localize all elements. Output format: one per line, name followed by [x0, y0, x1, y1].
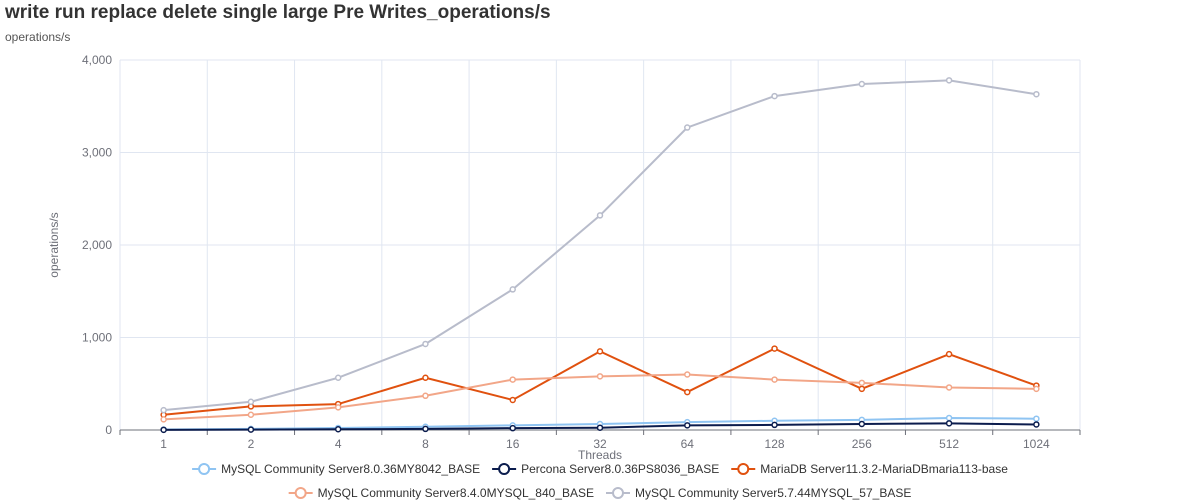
data-point[interactable] — [596, 212, 604, 219]
x-tick-label: 256 — [852, 437, 872, 451]
data-point[interactable] — [509, 376, 516, 383]
data-point[interactable] — [422, 340, 429, 348]
x-tick-label: 8 — [422, 437, 429, 451]
legend-item[interactable]: MySQL Community Server5.7.44MYSQL_57_BAS… — [606, 486, 911, 500]
legend-row: MySQL Community Server8.4.0MYSQL_840_BAS… — [288, 486, 911, 500]
legend-marker-icon — [198, 463, 211, 475]
legend-item[interactable]: Percona Server8.0.36PS8036_BASE — [492, 462, 719, 476]
legend-item[interactable]: MySQL Community Server8.0.36MY8042_BASE — [192, 462, 480, 476]
x-tick-label: 128 — [765, 437, 785, 451]
data-point[interactable] — [858, 379, 866, 387]
data-point[interactable] — [684, 388, 691, 396]
data-point[interactable] — [422, 392, 429, 400]
data-point[interactable] — [596, 348, 604, 355]
data-point[interactable] — [771, 376, 778, 383]
legend-label: MySQL Community Server8.0.36MY8042_BASE — [221, 462, 480, 476]
data-point[interactable] — [1033, 421, 1040, 428]
series-5 — [160, 77, 1040, 414]
data-point[interactable] — [858, 385, 866, 393]
data-point[interactable] — [247, 411, 255, 418]
y-tick-label: 4,000 — [82, 53, 112, 67]
data-point[interactable] — [509, 286, 516, 293]
x-tick-label: 16 — [506, 437, 520, 451]
data-point[interactable] — [160, 416, 167, 423]
data-point[interactable] — [596, 424, 604, 431]
x-tick-label: 4 — [335, 437, 342, 451]
legend-marker-icon — [737, 463, 750, 475]
legend-label: Percona Server8.0.36PS8036_BASE — [521, 462, 719, 476]
data-point[interactable] — [160, 406, 167, 414]
series-2 — [160, 420, 1040, 434]
data-point[interactable] — [858, 80, 866, 88]
data-point[interactable] — [509, 396, 516, 404]
x-tick-label: 1 — [160, 437, 167, 451]
data-point[interactable] — [1033, 90, 1040, 98]
y-tick-label: 2,000 — [82, 238, 112, 252]
data-point[interactable] — [945, 350, 953, 358]
y-tick-label: 3,000 — [82, 146, 112, 160]
legend-label: MySQL Community Server5.7.44MYSQL_57_BAS… — [635, 486, 911, 500]
legend-row: MySQL Community Server8.0.36MY8042_BASE P… — [192, 462, 1008, 476]
data-point[interactable] — [771, 92, 778, 100]
chart-subtitle: operations/s — [5, 30, 71, 44]
data-point[interactable] — [247, 398, 255, 406]
x-tick-label: 64 — [681, 437, 695, 451]
x-tick-label: 2 — [248, 437, 255, 451]
legend-item[interactable]: MariaDB Server11.3.2-MariaDBmaria113-bas… — [731, 462, 1008, 476]
legend-marker-icon — [294, 487, 307, 499]
axis-layer: 0 1,000 2,000 3,000 4,000 1 2 4 8 16 32 64 128 256 512… — [82, 53, 1081, 451]
data-point[interactable] — [1033, 385, 1040, 393]
data-point[interactable] — [247, 426, 255, 433]
data-point[interactable] — [596, 373, 604, 380]
legend-label: MariaDB Server11.3.2-MariaDBmaria113-bas… — [760, 462, 1008, 476]
legend-marker-icon — [498, 463, 511, 475]
data-point[interactable] — [334, 374, 342, 381]
legend-label: MySQL Community Server8.4.0MYSQL_840_BAS… — [318, 486, 594, 500]
grid-layer — [119, 59, 1081, 430]
series-3 — [160, 345, 1040, 418]
data-point[interactable] — [509, 424, 516, 432]
data-point[interactable] — [422, 374, 429, 381]
data-point[interactable] — [160, 426, 167, 434]
data-point[interactable] — [945, 414, 953, 422]
series-4 — [160, 371, 1040, 423]
x-tick-label: 32 — [593, 437, 607, 451]
x-axis-title: Threads — [578, 448, 622, 462]
data-point[interactable] — [945, 384, 953, 391]
y-axis-title: operations/s — [47, 212, 61, 277]
data-point[interactable] — [1033, 415, 1040, 422]
data-point[interactable] — [771, 345, 778, 352]
data-point[interactable] — [684, 422, 691, 429]
x-tick-label: 512 — [939, 437, 959, 451]
data-point[interactable] — [684, 124, 691, 131]
data-point[interactable] — [858, 420, 866, 428]
data-point[interactable] — [945, 420, 953, 427]
x-tick-label: 1024 — [1023, 437, 1050, 451]
legend: MySQL Community Server8.0.36MY8042_BASE P… — [192, 462, 1008, 500]
y-tick-label: 0 — [105, 423, 112, 437]
chart-title: write run replace delete single large Pr… — [5, 2, 551, 23]
data-point[interactable] — [334, 426, 342, 433]
series-layer — [160, 77, 1040, 434]
data-point[interactable] — [684, 371, 691, 378]
legend-marker-icon — [612, 487, 624, 499]
data-point[interactable] — [422, 425, 429, 433]
data-point[interactable] — [334, 404, 342, 411]
data-point[interactable] — [945, 77, 953, 84]
data-point[interactable] — [771, 421, 778, 429]
y-tick-label: 1,000 — [82, 331, 112, 345]
legend-item[interactable]: MySQL Community Server8.4.0MYSQL_840_BAS… — [288, 486, 594, 500]
